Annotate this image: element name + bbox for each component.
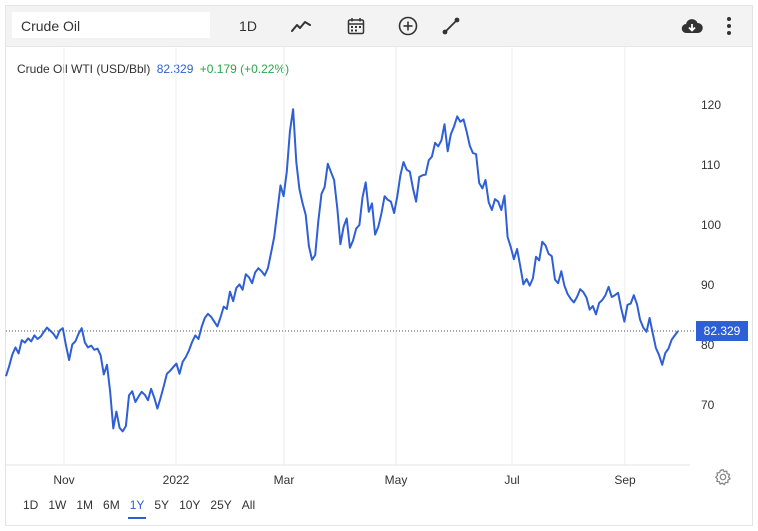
chart-widget: 1D [5,5,753,526]
y-tick-label: 80 [701,338,715,352]
chart-type-button[interactable] [286,14,316,38]
last-price-label: 82.329 [704,324,741,338]
x-tick-label: Jul [504,473,519,487]
x-tick-label: 2022 [163,473,190,487]
range-button-25y[interactable]: 25Y [210,498,232,512]
calendar-icon [347,18,365,35]
x-tick-label: Sep [614,473,636,487]
y-tick-label: 70 [701,398,715,412]
y-tick-label: 100 [701,218,721,232]
more-vertical-icon [727,17,731,35]
toolbar: 1D [6,6,752,47]
x-tick-label: Nov [53,473,74,487]
draw-tool-button[interactable] [436,14,466,38]
range-button-1m[interactable]: 1M [76,498,94,512]
range-button-1d[interactable]: 1D [23,498,39,512]
price-series-line [5,108,679,433]
interval-button[interactable]: 1D [228,14,268,38]
add-indicator-icon [398,16,418,36]
settings-gear-icon[interactable] [714,468,732,486]
more-options-button[interactable] [714,14,744,38]
y-tick-label: 120 [701,98,721,112]
chart-legend: Crude Oil WTI (USD/Bbl) 82.329 +0.179 (+… [17,62,289,76]
range-button-1w[interactable]: 1W [48,498,67,512]
legend-price: 82.329 [156,62,194,76]
symbol-search-input[interactable] [12,12,210,38]
legend-series-name: Crude Oil WTI (USD/Bbl) [17,62,151,76]
legend-change: +0.179 (+0.22%) [199,62,290,76]
add-indicator-button[interactable] [393,14,423,38]
download-button[interactable] [677,14,707,38]
download-icon [681,19,703,34]
range-button-6m[interactable]: 6M [103,498,120,512]
draw-line-icon [442,17,460,35]
range-button-all[interactable]: All [241,498,256,512]
y-tick-label: 110 [701,158,720,172]
interval-label: 1D [239,18,257,34]
line-chart-icon [291,21,311,32]
range-selector: 1D 1W 1M 6M 1Y 5Y 10Y 25Y All [18,495,260,519]
last-price-badge [696,321,748,342]
range-button-1y[interactable]: 1Y [125,495,150,519]
x-tick-label: May [385,473,408,487]
range-button-10y[interactable]: 10Y [179,498,201,512]
range-button-5y[interactable]: 5Y [154,498,170,512]
y-tick-label: 90 [701,278,715,292]
date-range-button[interactable] [341,14,371,38]
x-tick-label: Mar [274,473,295,487]
